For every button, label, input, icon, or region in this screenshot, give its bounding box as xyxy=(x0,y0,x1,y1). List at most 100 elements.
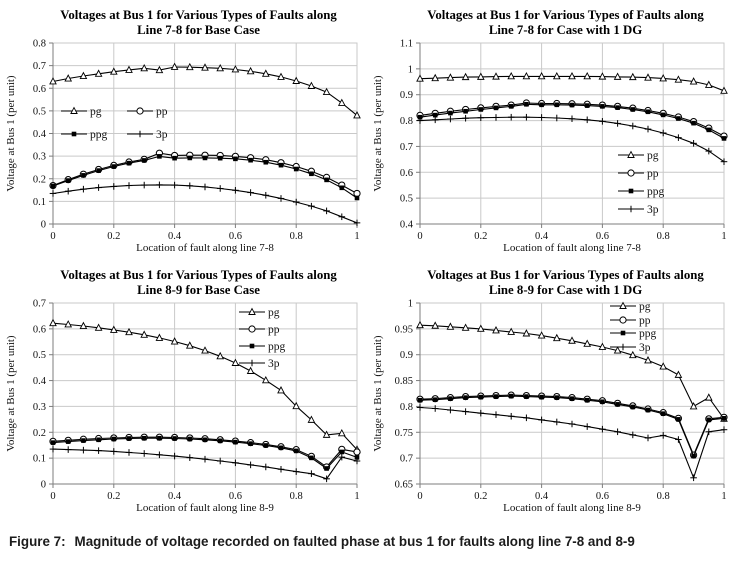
y-tick-label: 0.6 xyxy=(400,168,413,179)
series-3p xyxy=(416,113,728,165)
x-tick-label: 0.6 xyxy=(596,491,609,502)
x-tick-label: 0.2 xyxy=(107,491,120,502)
legend-label: ppg xyxy=(639,328,657,340)
legend-label: 3p xyxy=(647,204,659,216)
chart-canvas-line-8-9-base-case: 0 0.1 0.2 0.3 0.4 0.5 0.6 0.7 0 0.2 0.4 0.6 0.8 1 Volt… xyxy=(5,299,361,514)
y-tick-label: 0.9 xyxy=(400,350,413,361)
legend-item-ppg: ppg xyxy=(61,129,108,141)
x-tick-label: 0.4 xyxy=(535,491,549,502)
plot-line-7-8-base-case: 0 0.1 0.2 0.3 0.4 0.5 0.6 0.7 0.8 0 0.2 0.4 0.6 0.8 1 V… xyxy=(5,39,361,254)
x-tick-label: 0.8 xyxy=(290,231,303,242)
tick-labels: 0.65 0.7 0.75 0.8 0.85 0.9 0.95 1 0 0.2 0.4 0.6 0.8 1 xyxy=(395,299,727,503)
y-tick-label: 0.85 xyxy=(395,376,413,387)
series-3p xyxy=(49,181,361,227)
y-tick-label: 0.8 xyxy=(33,39,46,50)
figure-caption-text: Magnitude of voltage recorded on faulted… xyxy=(74,534,635,549)
tick-labels: 0.4 0.5 0.6 0.7 0.8 0.9 1 1.1 0 0.2 0.4 0.6 0.8 1 xyxy=(400,39,727,243)
chart-title-line2: Line 7-8 for Base Case xyxy=(137,23,260,38)
series-3p xyxy=(416,404,728,482)
chart-title-line1: Voltages at Bus 1 for Various Types of F… xyxy=(427,268,704,282)
y-tick-label: 0.9 xyxy=(400,90,413,101)
legend-item-3p: 3p xyxy=(239,358,280,370)
legend-item-ppg: ppg xyxy=(610,328,657,340)
tick-labels: 0 0.1 0.2 0.3 0.4 0.5 0.6 0.7 0.8 0 0.2 0.4 0.6 0.8 1 xyxy=(33,39,360,243)
x-tick-label: 0 xyxy=(50,491,55,502)
legend-item-pp: pp xyxy=(610,315,651,327)
series-ppg xyxy=(50,154,360,201)
chart-line-7-8-base-case: Voltages at Bus 1 for Various Types of F… xyxy=(0,8,367,258)
chart-line-8-9-base-case: Voltages at Bus 1 for Various Types of F… xyxy=(0,268,367,518)
y-axis-label: Voltage at Bus 1 (per unit) xyxy=(372,335,384,452)
y-tick-label: 0 xyxy=(41,480,46,491)
y-tick-label: 0.6 xyxy=(33,324,46,335)
legend-item-pg: pg xyxy=(610,301,651,313)
y-tick-label: 0.4 xyxy=(33,129,47,140)
y-tick-label: 0.5 xyxy=(400,194,413,205)
legend-label: pp xyxy=(639,315,651,327)
y-tick-label: 1.1 xyxy=(400,39,413,50)
series-3p xyxy=(49,445,361,483)
x-tick-label: 0.2 xyxy=(107,231,120,242)
y-tick-label: 1 xyxy=(408,299,413,310)
figure-caption: Figure 7: Magnitude of voltage recorded o… xyxy=(0,534,734,549)
x-tick-label: 0.4 xyxy=(168,491,182,502)
x-axis-label: Location of fault along line 8-9 xyxy=(136,502,274,514)
y-tick-label: 0.1 xyxy=(33,197,46,208)
chart-title: Voltages at Bus 1 for Various Types of F… xyxy=(367,8,734,38)
chart-title-line1: Voltages at Bus 1 for Various Types of F… xyxy=(60,8,337,22)
y-axis-label: Voltage at Bus 1 (per unit) xyxy=(5,335,17,452)
y-tick-label: 0.1 xyxy=(33,454,46,465)
y-axis-label: Voltage at Bus 1 (per unit) xyxy=(5,75,17,192)
legend: pg pp ppg 3p xyxy=(618,150,665,216)
x-tick-label: 0 xyxy=(50,231,55,242)
x-tick-label: 0 xyxy=(417,491,422,502)
legend-item-pg: pg xyxy=(618,150,659,162)
plot-line-7-8-with-1-dg: 0.4 0.5 0.6 0.7 0.8 0.9 1 1.1 0 0.2 0.4 0.6 0.8 1 Volt… xyxy=(372,39,728,254)
chart-title-line2: Line 8-9 for Case with 1 DG xyxy=(488,283,643,298)
figure-7-panel: Voltages at Bus 1 for Various Types of F… xyxy=(0,8,734,518)
series-ppg xyxy=(417,393,727,459)
y-tick-label: 0.2 xyxy=(33,174,46,185)
y-tick-label: 0.7 xyxy=(400,142,413,153)
chart-title-line1: Voltages at Bus 1 for Various Types of F… xyxy=(60,268,337,282)
x-tick-label: 1 xyxy=(721,231,726,242)
legend-item-pp: pp xyxy=(239,324,280,336)
chart-title: Voltages at Bus 1 for Various Types of F… xyxy=(0,8,367,38)
chart-canvas-line-7-8-with-1-dg: 0.4 0.5 0.6 0.7 0.8 0.9 1 1.1 0 0.2 0.4 0.6 0.8 1 Volt… xyxy=(372,39,728,254)
legend-item-pp: pp xyxy=(127,106,168,118)
legend-label: pg xyxy=(268,307,280,319)
y-tick-label: 0.8 xyxy=(400,116,413,127)
x-tick-label: 0.8 xyxy=(657,231,670,242)
series-pg xyxy=(416,320,728,422)
chart-title-line2: Line 7-8 for Case with 1 DG xyxy=(488,23,643,38)
legend-label: ppg xyxy=(90,129,108,141)
y-tick-label: 0.4 xyxy=(400,220,414,231)
legend-item-ppg: ppg xyxy=(618,186,665,198)
legend-label: 3p xyxy=(268,358,280,370)
x-tick-label: 0 xyxy=(417,231,422,242)
y-axis-label: Voltage at Bus 1 (per unit) xyxy=(372,75,384,192)
y-tick-label: 0.5 xyxy=(33,350,46,361)
axes xyxy=(49,302,358,488)
chart-canvas-line-8-9-with-1-dg: 0.65 0.7 0.75 0.8 0.85 0.9 0.95 1 0 0.2 0.4 0.6 0.8 1… xyxy=(372,299,728,514)
x-tick-label: 1 xyxy=(354,231,359,242)
legend-label: 3p xyxy=(156,129,168,141)
legend-item-3p: 3p xyxy=(618,204,659,216)
legend-item-3p: 3p xyxy=(127,129,168,141)
axes xyxy=(416,302,725,488)
series-pg xyxy=(49,62,361,119)
y-tick-label: 0.5 xyxy=(33,106,46,117)
plot-line-8-9-with-1-dg: 0.65 0.7 0.75 0.8 0.85 0.9 0.95 1 0 0.2 0.4 0.6 0.8 1… xyxy=(372,299,728,514)
y-tick-label: 0.6 xyxy=(33,84,46,95)
y-tick-label: 0.7 xyxy=(400,454,413,465)
y-tick-label: 0.4 xyxy=(33,376,47,387)
y-tick-label: 0.8 xyxy=(400,402,413,413)
y-tick-label: 0.2 xyxy=(33,428,46,439)
chart-title: Voltages at Bus 1 for Various Types of F… xyxy=(0,268,367,298)
x-tick-label: 0.6 xyxy=(596,231,609,242)
legend-label: pg xyxy=(647,150,659,162)
legend-item-3p: 3p xyxy=(610,342,651,354)
legend-label: pp xyxy=(647,168,659,180)
